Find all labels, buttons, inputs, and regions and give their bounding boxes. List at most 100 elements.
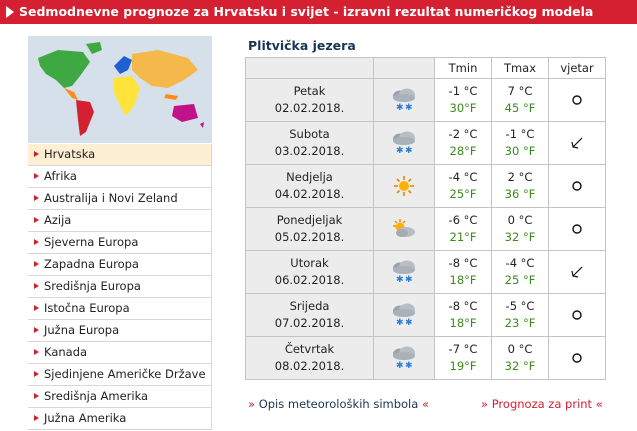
tmax-header: Tmax [491,57,549,79]
day-date: 06.02.2018. [274,273,345,287]
tmin-cell: -8 °C 18°F [434,293,492,337]
arrow-right-icon [34,216,39,223]
tmin-cell: -8 °C 18°F [434,250,492,294]
svg-text:✱: ✱ [396,146,404,156]
svg-text:✱: ✱ [405,146,413,156]
svg-text:✱: ✱ [405,103,413,113]
day-name: Petak [293,84,326,98]
region-item-juzna-amerika[interactable]: Južna Amerika [28,408,212,430]
day-date: 08.02.2018. [274,359,345,373]
world-map[interactable] [28,36,212,143]
arrow-right-icon [34,238,39,245]
day-cell: Utorak 06.02.2018. [245,250,374,294]
location-title: Plitvička jezera [248,38,356,53]
svg-text:✱: ✱ [396,103,404,113]
snow-cloud-icon: ✱ ✱ [373,293,435,337]
day-name: Srijeda [289,299,330,313]
arrow-right-icon [34,282,39,289]
day-date: 04.02.2018. [274,187,345,201]
region-item-istocna-europa[interactable]: Istočna Europa [28,298,212,320]
wind-calm-icon [548,293,606,337]
day-cell: Subota 03.02.2018. [245,121,374,165]
wind-calm-icon [548,336,606,380]
day-name: Subota [289,127,330,141]
table-row: Nedjelja 04.02.2018. -4 °C 25°F 2 °C 36 °F [245,164,606,208]
svg-text:✱: ✱ [396,318,404,328]
arrow-right-icon [34,172,39,179]
arrow-right-icon [34,150,39,157]
day-cell: Ponedjeljak 05.02.2018. [245,207,374,251]
icon-column-header [373,57,435,79]
wind-calm-icon [548,207,606,251]
sun-icon [373,164,435,208]
region-item-australija[interactable]: Australija i Novi Zeland [28,188,212,210]
day-date: 05.02.2018. [274,230,345,244]
tmax-cell: -5 °C 23 °F [491,293,549,337]
svg-text:✱: ✱ [396,361,404,371]
snow-cloud-icon: ✱ ✱ [373,336,435,380]
tmax-cell: 2 °C 36 °F [491,164,549,208]
print-link[interactable]: » Prognoza za print « [481,397,603,411]
wind-header: vjetar [548,57,606,79]
arrow-right-icon [34,414,39,421]
day-cell: Nedjelja 04.02.2018. [245,164,374,208]
svg-text:✱: ✱ [405,318,413,328]
arrow-right-icon [34,348,39,355]
arrow-right-icon [34,392,39,399]
table-row: Utorak 06.02.2018. ✱ ✱ -8 °C 18°F -4 °C 25 °F [245,250,606,294]
arrow-right-icon [34,370,39,377]
arrow-right-icon [34,304,39,311]
tmin-header: Tmin [434,57,492,79]
symbols-link[interactable]: » Opis meteoroloških simbola « [248,397,429,411]
table-row: Petak 02.02.2018. ✱ ✱ -1 °C 30°F 7 °C 45 °F [245,78,606,122]
wind-calm-icon [548,78,606,122]
day-cell: Srijeda 07.02.2018. [245,293,374,337]
wind-arrow-icon [548,250,606,294]
tmin-cell: -1 °C 30°F [434,78,492,122]
region-item-sad[interactable]: Sjedinjene Američke Države [28,364,212,386]
region-item-sredisnja-amerika[interactable]: Središnja Amerika [28,386,212,408]
tmin-cell: -4 °C 25°F [434,164,492,208]
tmax-cell: 0 °C 32 °F [491,336,549,380]
tmax-cell: 7 °C 45 °F [491,78,549,122]
region-item-sjeverna-europa[interactable]: Sjeverna Europa [28,232,212,254]
arrow-right-icon [34,326,39,333]
svg-text:✱: ✱ [405,275,413,285]
table-row: Srijeda 07.02.2018. ✱ ✱ -8 °C 18°F -5 °C 23 °F [245,293,606,337]
tmax-cell: -1 °C 30 °F [491,121,549,165]
table-row: Subota 03.02.2018. ✱ ✱ -2 °C 28°F -1 °C 30 °F [245,121,606,165]
day-date: 03.02.2018. [274,144,345,158]
page-header: Sedmodnevne prognoze za Hrvatsku i svije… [0,0,637,24]
wind-arrow-icon [548,121,606,165]
region-item-azija[interactable]: Azija [28,210,212,232]
header-arrow-icon [6,5,14,18]
snow-cloud-icon: ✱ ✱ [373,121,435,165]
svg-text:✱: ✱ [396,275,404,285]
tmin-cell: -7 °C 19°F [434,336,492,380]
day-name: Utorak [290,256,329,270]
arrow-right-icon [34,260,39,267]
snow-cloud-icon: ✱ ✱ [373,250,435,294]
tmin-cell: -6 °C 21°F [434,207,492,251]
region-item-zapadna-europa[interactable]: Zapadna Europa [28,254,212,276]
day-name: Nedjelja [286,170,333,184]
header-title: Sedmodnevne prognoze za Hrvatsku i svije… [19,4,594,19]
region-item-sredisnja-europa[interactable]: Središnja Europa [28,276,212,298]
day-name: Ponedjeljak [276,213,343,227]
region-item-hrvatska[interactable]: Hrvatska [28,144,212,166]
region-item-juzna-europa[interactable]: Južna Europa [28,320,212,342]
snow-cloud-icon: ✱ ✱ [373,78,435,122]
region-list: Hrvatska Afrika Australija i Novi Zeland… [28,144,212,430]
forecast-table: Tmin Tmax vjetar Petak 02.02.2018. ✱ ✱ -1 °C… [245,57,606,380]
region-item-kanada[interactable]: Kanada [28,342,212,364]
day-date: 07.02.2018. [274,316,345,330]
tmax-cell: 0 °C 32 °F [491,207,549,251]
svg-text:✱: ✱ [405,361,413,371]
day-cell: Četvrtak 08.02.2018. [245,336,374,380]
day-date: 02.02.2018. [274,101,345,115]
day-cell: Petak 02.02.2018. [245,78,374,122]
table-row: Četvrtak 08.02.2018. ✱ ✱ -7 °C 19°F 0 °C 32 °F [245,336,606,380]
table-header-row: Tmin Tmax vjetar [245,57,606,79]
tmin-cell: -2 °C 28°F [434,121,492,165]
region-item-afrika[interactable]: Afrika [28,166,212,188]
